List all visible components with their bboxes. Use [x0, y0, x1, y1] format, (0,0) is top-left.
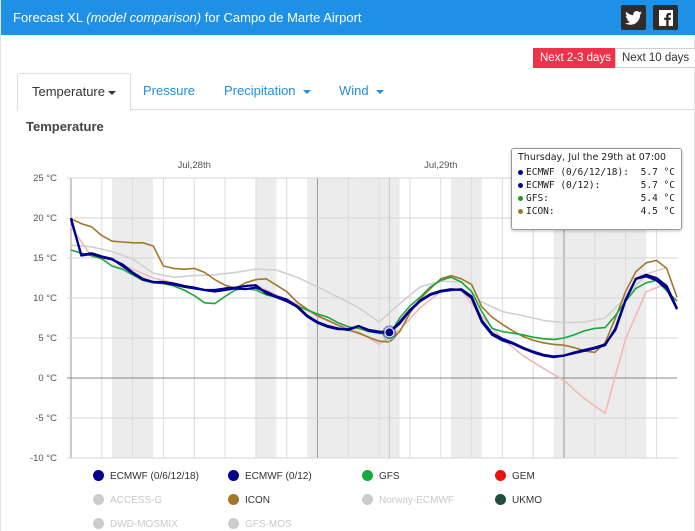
tooltip-row-label: ECMWF (0/12):: [526, 180, 601, 191]
tooltip-row: ECMWF (0/6/12/18): 5.7 °C: [518, 166, 675, 179]
legend-item[interactable]: ICON: [228, 492, 270, 510]
twitter-icon: [625, 10, 642, 25]
series-dot-icon: [518, 183, 523, 188]
legend-label: Norway-ECMWF: [379, 495, 454, 506]
y-tick-label: 5 °C: [38, 333, 57, 344]
series-line-ecmwf-0-6-12-18-: [69, 217, 678, 358]
title-prefix: Forecast XL: [13, 10, 83, 25]
legend-label: ICON: [245, 495, 270, 506]
range-2-3-days-button[interactable]: Next 2-3 days: [533, 48, 618, 68]
series-line-access-g: [70, 244, 667, 324]
chevron-down-icon: [107, 90, 116, 95]
series-dot-icon: [518, 170, 523, 175]
chevron-down-icon: [375, 89, 384, 94]
y-tick-label: 0 °C: [38, 373, 57, 384]
legend-dot-icon: [495, 469, 506, 481]
tooltip-row-label: GFS:: [526, 193, 549, 204]
facebook-share-button[interactable]: [653, 5, 678, 30]
legend-item[interactable]: ECMWF (0/6/12/18): [93, 468, 199, 486]
tooltip-row-value: 5.7 °C: [640, 180, 675, 191]
legend-label: UKMO: [512, 495, 542, 506]
tab-wind[interactable]: Wind: [339, 73, 384, 110]
legend-dot-icon: [362, 493, 373, 505]
y-tick-label: 25 °C: [33, 173, 57, 184]
range-10-days-button[interactable]: Next 10 days: [615, 48, 695, 68]
legend-label: GFS: [379, 471, 400, 482]
facebook-icon: [658, 9, 673, 26]
legend-dot-icon: [228, 469, 239, 481]
legend-item[interactable]: Norway-ECMWF: [362, 492, 454, 510]
y-tick-label: -10 °C: [30, 453, 57, 464]
legend-item[interactable]: ACCESS-G: [93, 492, 162, 510]
chart-tabs: Temperature Pressure Precipitation Wind: [17, 73, 695, 111]
hover-point: [384, 327, 395, 338]
legend-label: DWD-MOSMIX: [110, 519, 178, 530]
tooltip-row: ECMWF (0/12): 5.7 °C: [518, 179, 675, 192]
legend-label: ACCESS-G: [110, 495, 163, 506]
tooltip-row-label: ECMWF (0/6/12/18):: [526, 167, 629, 178]
title-emphasis: (model comparison): [86, 10, 202, 25]
tab-temperature[interactable]: Temperature: [17, 73, 131, 111]
night-band: [307, 178, 359, 458]
twitter-share-button[interactable]: [621, 5, 646, 30]
y-tick-label: 10 °C: [33, 293, 57, 304]
legend-dot-icon: [93, 493, 104, 505]
tooltip-header: Thursday, Jul the 29th at 07:00: [518, 152, 667, 163]
series-line-icon: [70, 218, 678, 354]
legend-dot-icon: [228, 493, 239, 505]
tooltip-row-value: 5.4 °C: [640, 193, 675, 204]
tab-pressure[interactable]: Pressure: [143, 73, 195, 110]
legend-dot-icon: [228, 517, 239, 529]
legend-item[interactable]: ECMWF (0/12): [228, 468, 312, 486]
y-tick-label: -5 °C: [35, 413, 57, 424]
night-band: [255, 178, 277, 458]
tab-precipitation[interactable]: Precipitation: [224, 73, 311, 110]
legend-item[interactable]: GFS-MOS: [228, 516, 292, 531]
x-day-label: Jul,29th: [424, 160, 457, 171]
legend-dot-icon: [495, 493, 506, 505]
legend-dot-icon: [362, 469, 373, 481]
legend-item[interactable]: DWD-MOSMIX: [93, 516, 178, 531]
chevron-down-icon: [302, 89, 311, 94]
widget-title: Forecast XL (model comparison) for Campo…: [13, 9, 362, 26]
y-tick-label: 15 °C: [33, 253, 57, 264]
tooltip-row-label: ICON:: [526, 206, 555, 217]
legend-item[interactable]: GEM: [495, 468, 535, 486]
x-day-label: Jul,28th: [178, 160, 211, 171]
legend-label: ECMWF (0/6/12/18): [110, 471, 199, 482]
tooltip-row-value: 5.7 °C: [640, 167, 675, 178]
legend-dot-icon: [93, 469, 104, 481]
tab-wind-label: Wind: [339, 83, 369, 98]
tooltip-row: ICON: 4.5 °C: [518, 205, 675, 218]
series-dot-icon: [518, 196, 523, 201]
y-tick-label: 20 °C: [33, 213, 57, 224]
series-dot-icon: [518, 209, 523, 214]
tooltip-row-value: 4.5 °C: [640, 206, 675, 217]
tab-pressure-label: Pressure: [143, 83, 196, 98]
widget-header: Forecast XL (model comparison) for Campo…: [1, 0, 695, 35]
legend-item[interactable]: GFS: [362, 468, 400, 486]
title-suffix: for Campo de Marte Airport: [204, 10, 362, 25]
chart-legend: ECMWF (0/6/12/18) ECMWF (0/12) GFS GEM A…: [1, 466, 695, 531]
panel-title: Temperature: [26, 119, 104, 134]
night-band: [451, 178, 482, 458]
legend-label: GFS-MOS: [245, 519, 292, 530]
legend-item[interactable]: UKMO: [495, 492, 542, 510]
tooltip-row: GFS: 5.4 °C: [518, 192, 675, 205]
legend-label: ECMWF (0/12): [245, 471, 312, 482]
legend-dot-icon: [93, 517, 104, 529]
legend-label: GEM: [512, 471, 535, 482]
tab-precipitation-label: Precipitation: [224, 83, 296, 98]
tab-temperature-label: Temperature: [32, 84, 105, 99]
chart-tooltip: Thursday, Jul the 29th at 07:00 ECMWF (0…: [511, 148, 682, 230]
